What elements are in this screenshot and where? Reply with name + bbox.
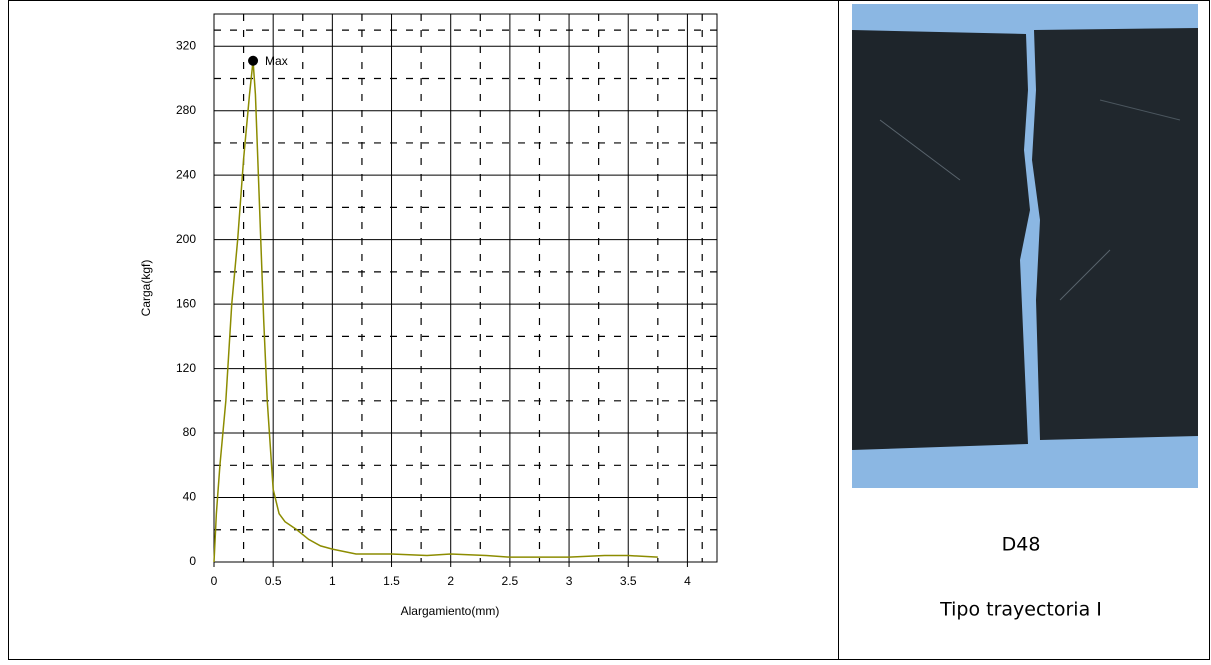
y-tick-label: 240 [176,167,196,181]
x-tick-label: 2.5 [502,574,519,588]
x-tick-label: 3.5 [620,574,637,588]
x-tick-label: 2 [447,574,454,588]
y-tick-label: 320 [176,38,196,52]
data-line [213,60,658,563]
x-tick-label: 4 [684,574,691,588]
caption-label: D48 [1002,534,1041,556]
photo [852,4,1198,488]
x-tick-label: 3 [566,574,573,588]
x-tick-label: 1.5 [383,574,400,588]
plot-frame [213,13,718,563]
y-tick-label: 40 [183,490,197,504]
y-tick-label: 0 [189,554,196,568]
y-tick-label: 120 [176,361,196,375]
y-axis-label: Carga(kgf) [139,260,153,317]
max-marker [248,55,259,66]
y-tick-label: 200 [176,232,196,246]
x-axis-label: Alargamiento(mm) [401,604,500,618]
annotation: Max [265,54,288,68]
caption-text: Tipo trayectoria I [939,599,1102,621]
x-tick-label: 0 [211,574,218,588]
x-tick-label: 1 [329,574,336,588]
y-tick-label: 80 [183,425,197,439]
x-tick-label: 0.5 [265,574,282,588]
y-tick-label: 160 [176,296,196,310]
y-tick-label: 280 [176,103,196,117]
